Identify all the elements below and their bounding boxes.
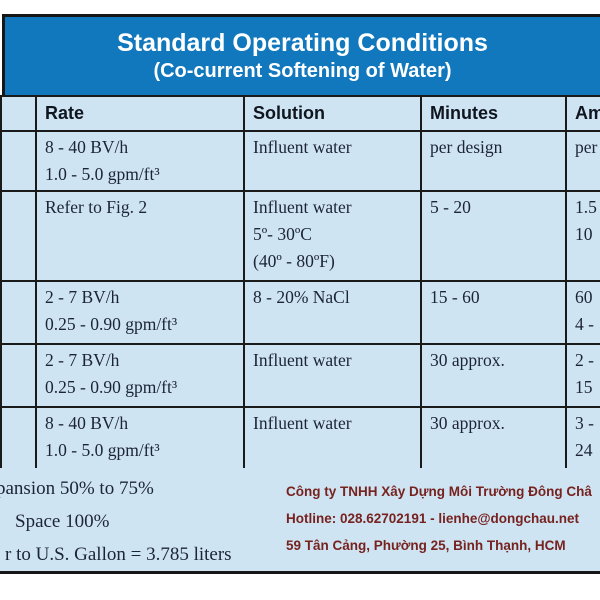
cell-amount: 1.5 10 bbox=[565, 190, 600, 282]
column-header-rate: Rate bbox=[35, 95, 245, 132]
note-line: Space 100% bbox=[15, 511, 110, 532]
page-subtitle: (Co-current Softening of Water) bbox=[153, 60, 452, 82]
conditions-table: Rate Solution Minutes Am 8 - 40 BV/h 1.0… bbox=[0, 95, 600, 471]
cell-minutes: 30 approx. bbox=[420, 406, 567, 471]
cell-amount: per bbox=[565, 130, 600, 192]
cell-solution: Influent water bbox=[243, 343, 422, 408]
table-row: 8 - 40 BV/h 1.0 - 5.0 gpm/ft³ Influent w… bbox=[0, 406, 600, 471]
cell-minutes: 15 - 60 bbox=[420, 280, 567, 345]
cell-rate: 8 - 40 BV/h 1.0 - 5.0 gpm/ft³ bbox=[35, 406, 245, 471]
company-hotline: Hotline: 028.62702191 - lienhe@dongchau.… bbox=[286, 511, 579, 526]
note-line: r to U.S. Gallon = 3.785 liters bbox=[5, 544, 232, 565]
title-banner: Standard Operating Conditions (Co-curren… bbox=[2, 14, 600, 98]
cell-step bbox=[0, 130, 37, 192]
company-address: 59 Tân Cảng, Phường 25, Bình Thạnh, HCM bbox=[286, 538, 566, 553]
cell-solution: Influent water 5º- 30ºC (40º - 80ºF) bbox=[243, 190, 422, 282]
header-row: Rate Solution Minutes Am bbox=[0, 95, 600, 132]
column-header-solution: Solution bbox=[243, 95, 422, 132]
cell-solution: 8 - 20% NaCl bbox=[243, 280, 422, 345]
cell-rate: 2 - 7 BV/h 0.25 - 0.90 gpm/ft³ bbox=[35, 343, 245, 408]
cell-amount: 3 - 24 bbox=[565, 406, 600, 471]
company-info: Công ty TNHH Xây Dựng Môi Trường Đông Ch… bbox=[286, 478, 600, 559]
cell-step bbox=[0, 343, 37, 408]
cell-solution: Influent water bbox=[243, 130, 422, 192]
footer-strip: pansion 50% to 75% Space 100% r to U.S. … bbox=[0, 468, 600, 574]
cell-rate: 8 - 40 BV/h 1.0 - 5.0 gpm/ft³ bbox=[35, 130, 245, 192]
table-row: 8 - 40 BV/h 1.0 - 5.0 gpm/ft³ Influent w… bbox=[0, 130, 600, 192]
column-header-amount: Am bbox=[565, 95, 600, 132]
table-row: Refer to Fig. 2 Influent water 5º- 30ºC … bbox=[0, 190, 600, 282]
cell-step bbox=[0, 406, 37, 471]
cell-solution: Influent water bbox=[243, 406, 422, 471]
cell-minutes: per design bbox=[420, 130, 567, 192]
cell-rate: 2 - 7 BV/h 0.25 - 0.90 gpm/ft³ bbox=[35, 280, 245, 345]
table-row: 2 - 7 BV/h 0.25 - 0.90 gpm/ft³ 8 - 20% N… bbox=[0, 280, 600, 345]
cell-step bbox=[0, 190, 37, 282]
page-title: Standard Operating Conditions bbox=[117, 29, 488, 57]
column-header-minutes: Minutes bbox=[420, 95, 567, 132]
cell-amount: 60 4 - bbox=[565, 280, 600, 345]
note-line: pansion 50% to 75% bbox=[0, 478, 154, 499]
company-name: Công ty TNHH Xây Dựng Môi Trường Đông Ch… bbox=[286, 484, 592, 499]
cell-rate: Refer to Fig. 2 bbox=[35, 190, 245, 282]
cell-step bbox=[0, 280, 37, 345]
cell-minutes: 30 approx. bbox=[420, 343, 567, 408]
column-header-blank bbox=[0, 95, 37, 132]
cell-amount: 2 - 15 bbox=[565, 343, 600, 408]
footer-notes: pansion 50% to 75% Space 100% r to U.S. … bbox=[0, 472, 300, 571]
table-row: 2 - 7 BV/h 0.25 - 0.90 gpm/ft³ Influent … bbox=[0, 343, 600, 408]
cell-minutes: 5 - 20 bbox=[420, 190, 567, 282]
